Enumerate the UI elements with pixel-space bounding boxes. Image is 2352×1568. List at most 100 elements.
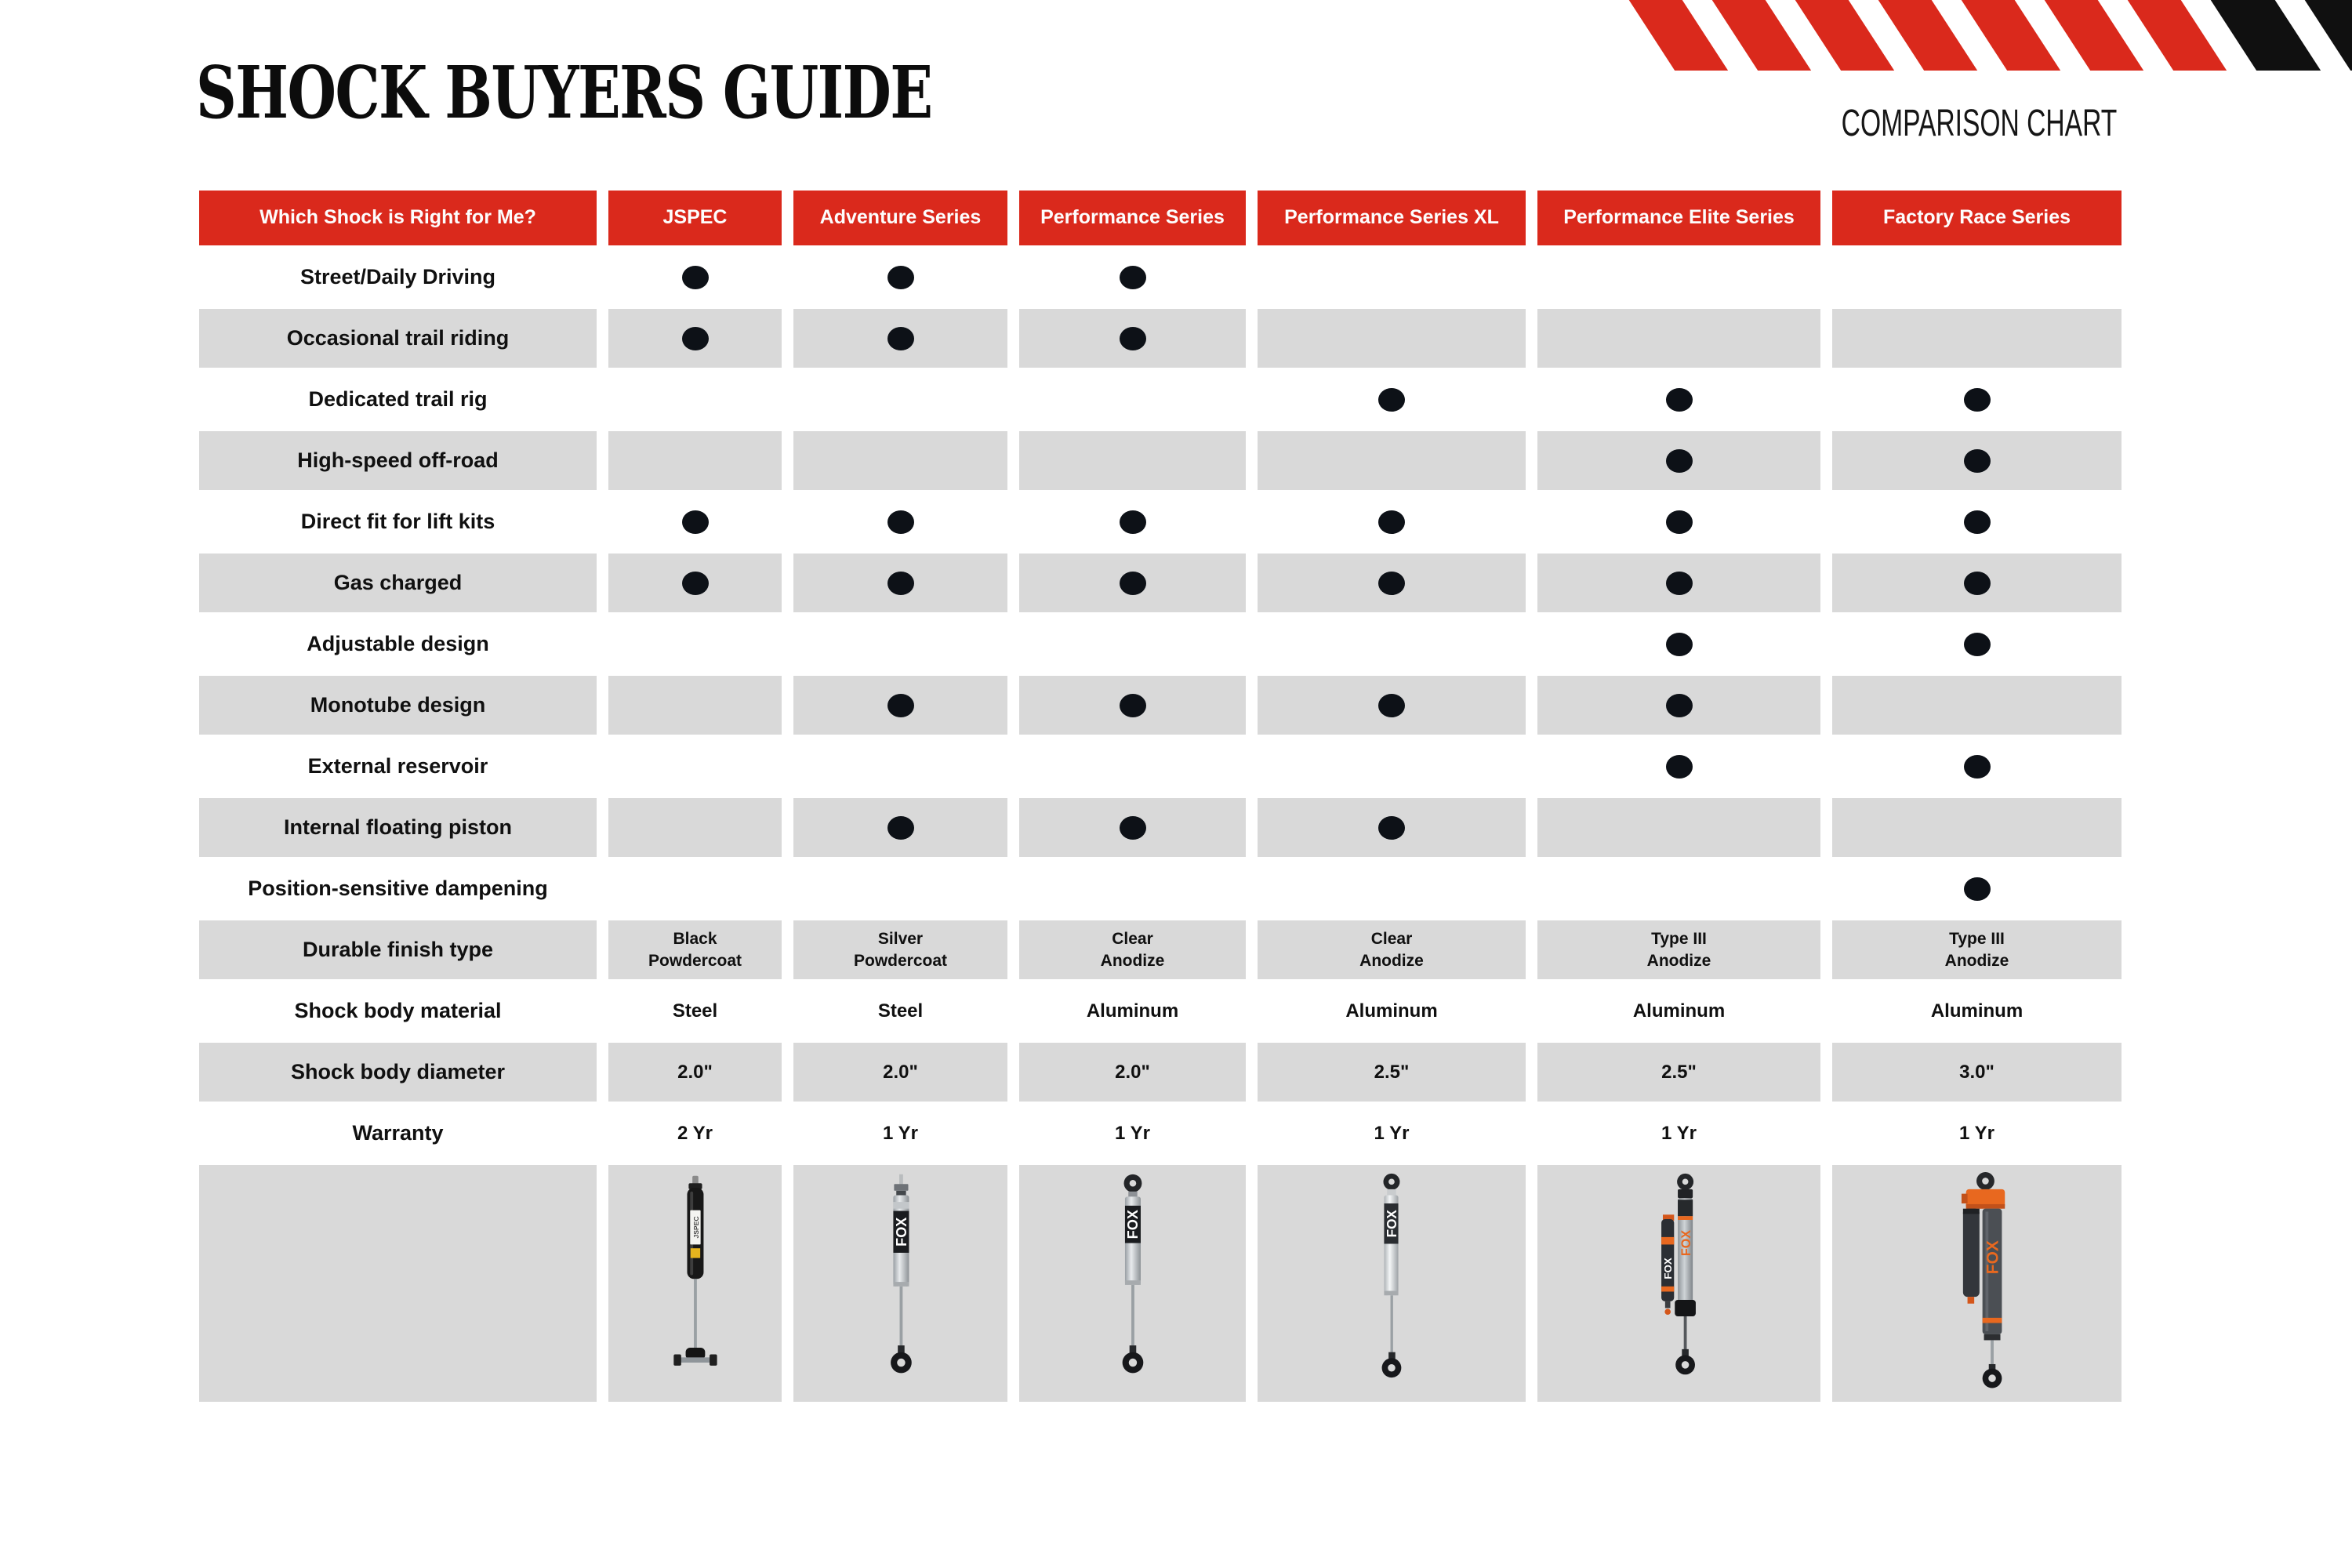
column-header-1: JSPEC	[608, 191, 782, 245]
feature-cell: 2.5"	[1537, 1043, 1820, 1102]
product-image-cell-performance: FOX	[1019, 1165, 1246, 1402]
feature-cell	[1258, 798, 1526, 857]
feature-cell	[1537, 431, 1820, 490]
feature-cell	[608, 737, 782, 796]
feature-cell	[1832, 248, 2122, 307]
feature-cell	[1258, 248, 1526, 307]
red-stripe	[1625, 0, 1729, 71]
feature-value: 1 Yr	[883, 1122, 918, 1144]
feature-dot	[887, 571, 914, 595]
feature-value: Clear	[1370, 930, 1413, 949]
feature-value: Anodize	[1646, 951, 1711, 970]
feature-value: Clear	[1112, 930, 1153, 949]
feature-value: Anodize	[1944, 951, 2009, 970]
row-label: Internal floating piston	[199, 798, 597, 857]
product-image-cell-elite: FOX FOX	[1537, 1165, 1820, 1402]
feature-cell	[793, 798, 1007, 857]
product-image-cell-jspec: JSPEC	[608, 1165, 782, 1402]
fox-logo-text: FOX	[894, 1218, 909, 1247]
feature-value: 2.5"	[1661, 1061, 1697, 1083]
feature-value: Type III	[1651, 930, 1707, 949]
feature-cell	[1019, 554, 1246, 612]
feature-cell: Aluminum	[1258, 982, 1526, 1040]
feature-cell	[793, 309, 1007, 368]
page-title: SHOCK BUYERS GUIDE	[196, 50, 933, 135]
feature-cell	[1258, 737, 1526, 796]
feature-cell: 3.0"	[1832, 1043, 2122, 1102]
feature-dot	[1378, 387, 1405, 412]
feature-cell	[1832, 431, 2122, 490]
product-image-spacer	[199, 1165, 597, 1402]
feature-cell	[1258, 676, 1526, 735]
feature-cell	[793, 859, 1007, 918]
feature-cell	[1258, 859, 1526, 918]
column-header-4: Performance Series XL	[1258, 191, 1526, 245]
feature-cell	[1537, 859, 1820, 918]
feature-cell: 2.0"	[1019, 1043, 1246, 1102]
feature-dot	[1119, 510, 1146, 534]
feature-cell: Aluminum	[1019, 982, 1246, 1040]
feature-cell: 1 Yr	[1258, 1104, 1526, 1163]
feature-cell: Type III Anodize	[1537, 920, 1820, 979]
feature-cell: Type III Anodize	[1832, 920, 2122, 979]
feature-cell: 1 Yr	[1019, 1104, 1246, 1163]
feature-cell: 1 Yr	[793, 1104, 1007, 1163]
feature-cell	[1019, 615, 1246, 673]
feature-value: 1 Yr	[1115, 1122, 1150, 1144]
comparison-chart-label: COMPARISON CHART	[1841, 103, 2117, 144]
shock-image-jspec: JSPEC	[673, 1175, 717, 1366]
feature-value: Powdercoat	[853, 951, 948, 970]
feature-cell	[608, 370, 782, 429]
fox-logo-text: FOX	[1125, 1210, 1141, 1239]
row-label: Dedicated trail rig	[308, 387, 488, 411]
feature-cell	[1258, 554, 1526, 612]
feature-cell	[793, 554, 1007, 612]
feature-cell	[1019, 798, 1246, 857]
feature-cell	[1258, 615, 1526, 673]
feature-value: Type III	[1949, 930, 2005, 949]
feature-dot	[1378, 571, 1405, 595]
feature-cell	[608, 248, 782, 307]
feature-cell	[608, 615, 782, 673]
feature-dot	[681, 265, 709, 289]
feature-cell	[1537, 370, 1820, 429]
feature-cell	[1832, 554, 2122, 612]
feature-dot	[1665, 571, 1693, 595]
feature-dot	[1665, 510, 1693, 534]
shock-image-performance: FOX	[1122, 1174, 1143, 1374]
feature-dot	[887, 815, 914, 840]
feature-cell	[1019, 309, 1246, 368]
feature-cell	[1019, 859, 1246, 918]
feature-cell	[1537, 615, 1820, 673]
feature-cell	[1537, 676, 1820, 735]
column-header-6: Factory Race Series	[1832, 191, 2122, 245]
product-image-cell-factory: FOX	[1832, 1165, 2122, 1402]
shock-image-elite: FOX FOX	[1661, 1173, 1696, 1375]
feature-cell: 2.0"	[793, 1043, 1007, 1102]
feature-dot	[1963, 754, 1991, 779]
feature-dot	[681, 571, 709, 595]
red-stripe	[2041, 0, 2144, 71]
feature-cell	[1258, 309, 1526, 368]
feature-cell	[793, 370, 1007, 429]
feature-cell	[608, 309, 782, 368]
shock-image-adventure: FOX	[890, 1174, 912, 1374]
feature-dot	[1665, 387, 1693, 412]
feature-cell	[793, 248, 1007, 307]
feature-value: Anodize	[1100, 951, 1165, 970]
feature-cell: 2.5"	[1258, 1043, 1526, 1102]
feature-cell	[1832, 370, 2122, 429]
feature-cell	[1258, 370, 1526, 429]
feature-value: 1 Yr	[1959, 1122, 1994, 1144]
feature-cell	[1832, 492, 2122, 551]
feature-cell	[1258, 492, 1526, 551]
fox-logo-text: FOX	[1661, 1258, 1673, 1279]
feature-dot	[681, 326, 709, 350]
feature-cell: 2.0"	[608, 1043, 782, 1102]
row-label: Street/Daily Driving	[299, 265, 496, 289]
feature-cell	[793, 492, 1007, 551]
feature-value: 1 Yr	[1374, 1122, 1410, 1144]
feature-cell: Aluminum	[1832, 982, 2122, 1040]
feature-cell	[1019, 370, 1246, 429]
